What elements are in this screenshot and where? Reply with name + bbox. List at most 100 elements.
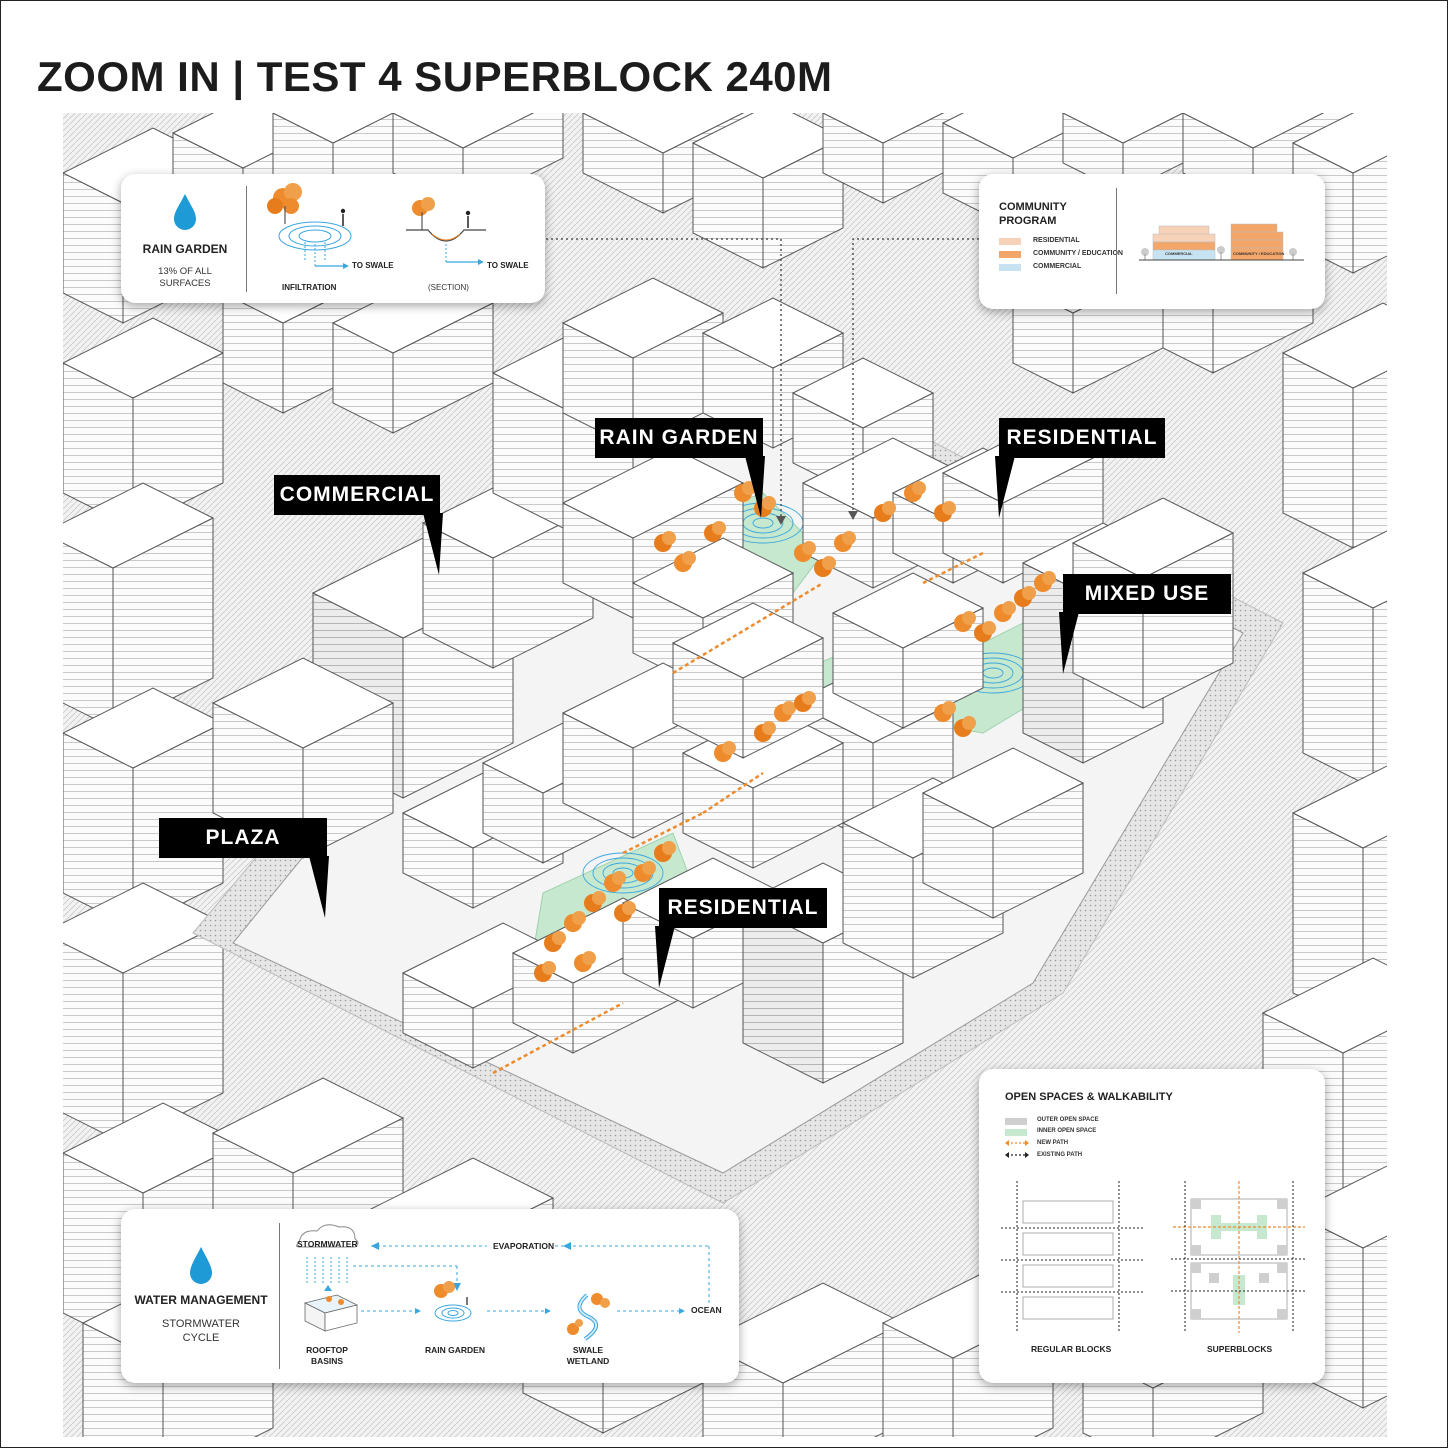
callout-residential-top: RESIDENTIAL: [999, 418, 1165, 458]
ocean-label: OCEAN: [691, 1305, 722, 1315]
orange-tree: [1014, 586, 1036, 607]
rain-garden-mini-icon: [434, 1281, 472, 1322]
orange-tree: [834, 531, 856, 552]
background-building: [63, 317, 225, 529]
rain-garden-panel-title: RAIN GARDEN: [142, 242, 228, 256]
rain-garden-panel: RAIN GARDEN 13% OF ALL SURFACES TO SWALE…: [121, 174, 545, 303]
background-building: [1301, 530, 1387, 789]
superblock-building: [921, 747, 1085, 919]
legend-community-education: COMMUNITY / EDUCATION: [1033, 250, 1123, 257]
water-drop-icon: [190, 1247, 212, 1284]
orange-tree: [954, 611, 976, 632]
superblock-building: [671, 602, 825, 759]
evaporation-label: EVAPORATION: [493, 1241, 555, 1251]
new-paths: [492, 551, 984, 1075]
orange-tree: [814, 556, 836, 577]
rooftop-basins-icon: [303, 1294, 359, 1332]
background-building: [63, 482, 215, 729]
orange-tree: [794, 691, 816, 712]
callout-pointer-residential-bottom: [655, 926, 675, 988]
callout-pointer-rain-garden: [745, 456, 765, 518]
orange-trees: [534, 481, 1056, 982]
superblock-building: [561, 277, 725, 449]
new-path-legend-icon: [1005, 1140, 1029, 1146]
infiltration-diagram-icon: [267, 183, 352, 269]
callout-pointer-mixed-use: [1059, 612, 1079, 674]
callout-residential-top-label: RESIDENTIAL: [1006, 426, 1158, 449]
background-building: [63, 882, 225, 1144]
water-panel-divider: [279, 1223, 280, 1369]
superblock-building: [831, 572, 985, 729]
community-program-panel: COMMUNITY PROGRAM RESIDENTIAL COMMUNITY …: [979, 174, 1325, 309]
callout-rain-garden: RAIN GARDEN: [595, 418, 763, 458]
diagram-label-commercial: COMMERCIAL: [1165, 251, 1193, 256]
legend-swatch-community: [999, 251, 1021, 258]
orange-tree: [934, 701, 956, 722]
new-path: [622, 811, 704, 855]
callout-rain-garden-label: RAIN GARDEN: [599, 426, 759, 449]
legend-commercial: COMMERCIAL: [1033, 263, 1082, 270]
page-title: ZOOM IN | TEST 4 SUPERBLOCK 240M: [37, 53, 833, 100]
callout-commercial-label: COMMERCIAL: [279, 483, 435, 506]
orange-tree: [954, 716, 976, 737]
orange-tree: [994, 601, 1016, 622]
orange-tree: [654, 841, 676, 862]
open-spaces-panel-title: OPEN SPACES & WALKABILITY: [1005, 1091, 1173, 1103]
new-path: [492, 1001, 624, 1075]
callout-pointer-residential-top: [995, 456, 1015, 518]
orange-tree: [1034, 571, 1056, 592]
rain-garden-panel-divider: [246, 186, 247, 292]
legend-residential: RESIDENTIAL: [1033, 237, 1080, 244]
background-building: [1281, 302, 1387, 549]
superblocks-diagram: [1171, 1181, 1307, 1333]
callout-residential-bottom: RESIDENTIAL: [659, 888, 827, 928]
community-panel-title: COMMUNITY PROGRAM: [999, 201, 1067, 227]
legend-new-path: NEW PATH: [1037, 1140, 1069, 1146]
regular-blocks-diagram: [1001, 1181, 1145, 1333]
orange-tree: [604, 871, 626, 892]
callout-residential-bottom-label: RESIDENTIAL: [667, 896, 819, 919]
new-path: [702, 771, 764, 815]
community-panel-divider: [1116, 188, 1117, 294]
orange-tree: [614, 901, 636, 922]
orange-tree: [774, 701, 796, 722]
superblocks-label: SUPERBLOCKS: [1207, 1344, 1273, 1354]
legend-swatch-residential: [999, 238, 1021, 245]
legend-swatch-commercial: [999, 264, 1021, 271]
orange-tree: [584, 891, 606, 912]
swale-wetland-icon: [567, 1293, 610, 1341]
background-building: [691, 113, 845, 269]
rain-garden-stat: 13% OF ALL SURFACES: [158, 266, 212, 289]
orange-tree: [704, 521, 726, 542]
rooftop-basins-label: ROOFTOP BASINS: [306, 1345, 348, 1366]
water-drop-icon: [174, 194, 196, 230]
to-swale-label-1: TO SWALE: [352, 261, 394, 270]
open-spaces-panel: OPEN SPACES & WALKABILITY OUTER OPEN SPA…: [979, 1069, 1325, 1383]
orange-tree: [674, 551, 696, 572]
swale-wetland-label: SWALE WETLAND: [566, 1345, 610, 1366]
legend-swatch-outer-open-space: [1005, 1118, 1027, 1125]
community-building-diagram: [1139, 223, 1304, 261]
callout-pointer-plaza: [309, 856, 329, 918]
orange-tree: [634, 861, 656, 882]
callout-plaza-label: PLAZA: [205, 826, 281, 849]
section-diagram-icon: [406, 197, 486, 265]
diagram-label-community: COMMUNITY / EDUCATION: [1233, 251, 1285, 256]
orange-tree: [934, 501, 956, 522]
regular-blocks-label: REGULAR BLOCKS: [1031, 1344, 1112, 1354]
infiltration-label: INFILTRATION: [282, 283, 337, 292]
legend-outer-open-space: OUTER OPEN SPACE: [1037, 1117, 1099, 1123]
water-panel-title: WATER MANAGEMENT: [134, 1293, 268, 1307]
orange-tree: [654, 531, 676, 552]
section-label: (SECTION): [428, 283, 469, 292]
orange-tree: [564, 911, 586, 932]
callout-commercial: COMMERCIAL: [274, 475, 440, 515]
to-swale-label-2: TO SWALE: [487, 261, 529, 270]
orange-tree: [794, 541, 816, 562]
orange-tree: [974, 621, 996, 642]
stormwater-label: STORMWATER: [297, 1239, 358, 1249]
orange-tree: [574, 951, 596, 972]
orange-tree: [544, 931, 566, 952]
